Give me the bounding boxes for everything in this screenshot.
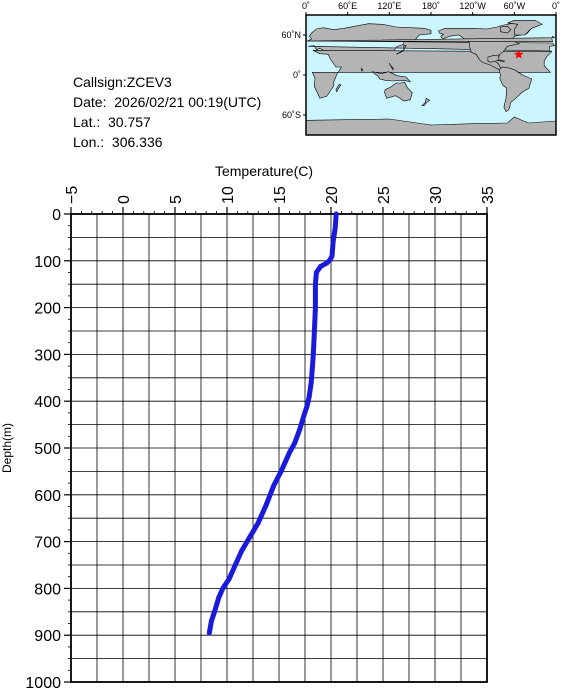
y-tick-label: 600 — [34, 488, 61, 505]
map-lat-label: 60˚S — [282, 110, 301, 120]
latitude-text: Lat.: 30.757 — [73, 114, 151, 130]
profile-point — [271, 483, 277, 488]
map-lon-label: 0˚ — [552, 1, 560, 11]
map-lon-label: 0˚ — [302, 1, 310, 11]
profile-point — [308, 380, 314, 385]
profile-point — [310, 352, 316, 357]
y-tick-label: 700 — [34, 535, 61, 552]
x-tick-label: 30 — [428, 186, 445, 204]
map-lon-label: 60˚W — [504, 1, 526, 11]
map-landmass-15 — [495, 59, 506, 63]
profile-point — [239, 548, 245, 554]
map-lon-label: 60˚E — [338, 1, 357, 11]
profile-point — [318, 264, 323, 269]
x-tick-label: −5 — [64, 186, 81, 204]
profile-point — [329, 253, 335, 259]
profile-point — [304, 403, 310, 409]
map-landmass-4 — [396, 44, 407, 55]
profile-point — [292, 440, 297, 446]
map-landmass-3 — [371, 71, 412, 83]
plot-frame — [70, 213, 488, 683]
profile-point — [212, 609, 217, 615]
x-tick-label: 10 — [220, 186, 237, 204]
x-tick-label: 5 — [168, 195, 185, 204]
map-landmass-12 — [389, 62, 394, 71]
x-tick-label: 20 — [324, 186, 341, 204]
profile-point — [301, 412, 307, 418]
y-tick-label: 0 — [52, 207, 61, 224]
longitude-text: Lon.: 306.336 — [73, 134, 163, 150]
profile-point — [220, 586, 226, 591]
map-lon-label: 180˚ — [422, 1, 440, 11]
map-lat-label: 60˚N — [281, 30, 301, 40]
profile-point — [209, 618, 214, 624]
profile-point — [314, 270, 319, 275]
map-landmass-9 — [306, 35, 556, 43]
map-landmass-8 — [306, 116, 556, 135]
x-tick-label: 35 — [480, 186, 497, 204]
x-tick-label: 0 — [116, 195, 133, 204]
map-lon-label: 120˚E — [377, 1, 401, 11]
profile-point — [297, 426, 303, 432]
y-axis-title: Depth(m) — [0, 423, 14, 473]
map-landmass-13 — [361, 67, 364, 72]
profile-point — [312, 328, 317, 334]
y-tick-label: 100 — [34, 254, 61, 271]
callsign-text: Callsign:ZCEV3 — [73, 74, 172, 90]
y-tick-label: 200 — [34, 301, 61, 318]
date-text: Date: 2026/02/21 00:19(UTC) — [73, 94, 262, 110]
location-map: 0˚ 60˚E 120˚E 180˚ 120˚W 60˚W 0˚ 60˚N 0˚ 60˚S — [281, 1, 560, 136]
profile-point — [216, 595, 222, 601]
map-landmass-10 — [335, 83, 342, 93]
map-lon-label: 120˚W — [459, 1, 486, 11]
y-tick-label: 300 — [34, 347, 61, 364]
profile-point — [313, 305, 318, 310]
profile-point — [226, 576, 232, 582]
y-tick-label: 900 — [34, 628, 61, 645]
y-tick-label: 500 — [34, 441, 61, 458]
profile-point — [278, 469, 284, 474]
y-tick-label: 800 — [34, 581, 61, 598]
profile-point — [333, 211, 339, 217]
profile-point — [232, 562, 238, 568]
map-landmass-6 — [498, 66, 533, 113]
map-landmass-11 — [421, 97, 431, 106]
x-tick-label: 15 — [272, 186, 289, 204]
profile-point — [264, 501, 269, 507]
map-landmass-7 — [507, 19, 543, 36]
profile-point — [332, 225, 338, 231]
profile-point — [324, 260, 330, 266]
profile-point — [206, 630, 212, 636]
y-tick-label: 1000 — [25, 675, 61, 690]
y-tick-label: 400 — [34, 394, 61, 411]
map-landmass-14 — [500, 25, 512, 34]
x-tick-label: 25 — [376, 186, 393, 204]
profile-point — [247, 534, 253, 540]
map-landmass-2 — [384, 81, 413, 102]
profile-point — [306, 394, 312, 399]
station-info: Callsign:ZCEV3 Date: 2026/02/21 00:19(UT… — [73, 72, 261, 152]
x-axis-title: Temperature(C) — [215, 163, 313, 179]
map-land-group — [306, 19, 556, 135]
profile-point — [313, 281, 318, 287]
map-lat-label: 0˚ — [293, 70, 301, 80]
station-marker-star — [514, 49, 524, 59]
profile-point — [330, 239, 336, 245]
profile-point — [327, 257, 333, 263]
profile-point — [255, 520, 261, 526]
profile-point — [287, 450, 292, 456]
profile-point — [309, 366, 315, 371]
